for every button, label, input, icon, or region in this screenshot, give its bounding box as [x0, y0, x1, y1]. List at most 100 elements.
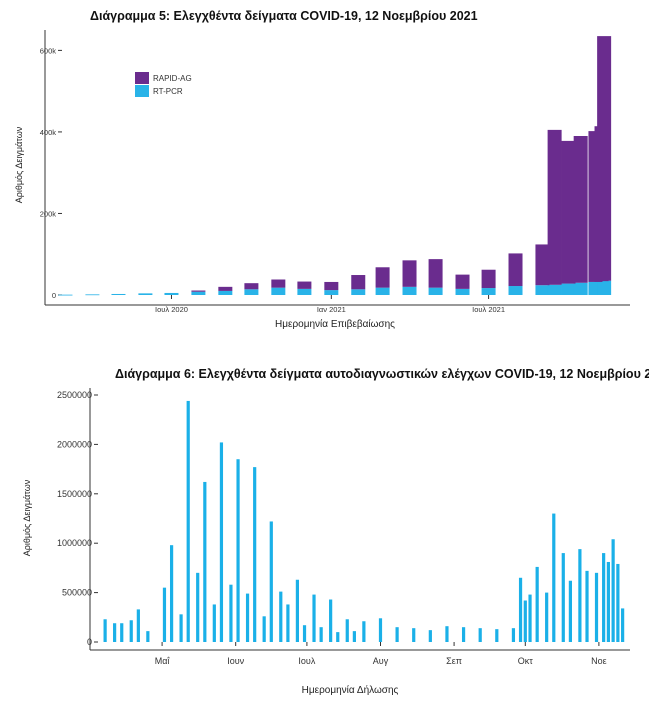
bar — [552, 513, 556, 642]
bar — [253, 467, 257, 642]
bar — [279, 591, 283, 642]
chart-5-legend: RAPID-AG RT-PCR — [135, 72, 192, 97]
bar — [573, 282, 588, 295]
x-tick-label: Μαΐ — [155, 656, 171, 666]
bar — [378, 618, 383, 642]
x-tick-label: Σεπ — [446, 656, 462, 666]
bar — [508, 286, 523, 295]
bar — [375, 267, 390, 288]
bar — [295, 579, 300, 642]
bar — [164, 292, 179, 295]
bar — [244, 289, 259, 295]
bar — [594, 572, 599, 642]
bar — [186, 400, 190, 642]
y-tick-label: 600k — [40, 46, 57, 55]
bar — [621, 608, 625, 642]
bar — [375, 287, 390, 295]
bar — [245, 593, 250, 642]
x-tick-label: Ιουν — [227, 656, 244, 666]
bar — [345, 619, 349, 642]
bar — [428, 287, 443, 295]
bar — [244, 283, 259, 290]
bar — [511, 628, 516, 642]
bar — [461, 627, 466, 642]
bar — [395, 627, 399, 642]
bar — [324, 290, 339, 295]
chart-6-x-axis: Μαΐ Ιουν Ιουλ Αυγ Σεπ Οκτ Νοε — [90, 642, 630, 666]
bar — [455, 288, 470, 295]
y-tick-label: 2000000 — [57, 439, 92, 449]
bar — [191, 291, 206, 295]
bar — [611, 539, 615, 642]
chart-5-plot-area — [58, 36, 612, 296]
y-tick-label: 1500000 — [57, 489, 92, 499]
bar — [351, 275, 366, 290]
chart-5-y-label: Αριθμός Δειγμάτων — [14, 126, 24, 203]
bar — [203, 481, 207, 642]
bar — [478, 628, 482, 642]
chart-5: Διάγραμμα 5: Ελεγχθέντα δείγματα COVID-1… — [14, 9, 630, 330]
bar — [606, 561, 610, 642]
series-rapid-ag — [191, 36, 612, 292]
chart-6-title: Διάγραμμα 6: Ελεγχθέντα δείγματα αυτοδια… — [115, 367, 649, 381]
bar — [561, 140, 576, 284]
chart-5-x-axis: Ιουλ 2020 Ιαν 2021 Ιουλ 2021 — [45, 295, 630, 314]
bar — [568, 580, 573, 642]
x-tick-label: Ιαν 2021 — [317, 305, 346, 314]
y-tick-label: 400k — [40, 128, 57, 137]
bar — [103, 619, 107, 642]
chart-5-y-axis: 0 200k 400k 600k — [40, 30, 62, 305]
bar — [271, 279, 286, 288]
chart-6-plot-area — [103, 400, 625, 642]
x-tick-label: Ιουλ — [298, 656, 315, 666]
x-tick-label: Αυγ — [373, 656, 389, 666]
legend-swatch-rt-pcr — [135, 85, 149, 97]
bar — [445, 626, 449, 642]
bar — [547, 129, 562, 285]
chart-6: Διάγραμμα 6: Ελεγχθέντα δείγματα αυτοδια… — [22, 367, 649, 696]
x-tick-label: Οκτ — [518, 656, 534, 666]
bar — [58, 294, 73, 296]
bar — [428, 630, 432, 642]
chart-5-x-label: Ημερομηνία Επιβεβαίωσης — [275, 318, 395, 330]
bar — [236, 459, 240, 642]
bar — [302, 625, 307, 642]
bar — [616, 563, 620, 642]
bar — [523, 600, 527, 642]
bar — [212, 604, 216, 642]
chart-6-x-label: Ημερομηνία Δήλωσης — [302, 684, 399, 696]
bar — [528, 594, 532, 642]
bar — [352, 631, 356, 642]
bar — [229, 584, 233, 642]
bar — [169, 545, 174, 642]
bar — [111, 293, 126, 295]
bar — [561, 553, 565, 642]
bar — [113, 623, 117, 642]
bar — [129, 620, 133, 642]
bar — [269, 521, 273, 642]
bar — [561, 283, 576, 295]
bar — [428, 259, 443, 288]
bar — [602, 553, 606, 642]
legend-label-rapid-ag: RAPID-AG — [153, 74, 192, 83]
y-tick-label: 0 — [87, 637, 92, 647]
bar — [535, 244, 550, 286]
bar — [508, 253, 523, 287]
bar — [312, 594, 316, 642]
bar — [402, 286, 417, 295]
bar — [547, 284, 562, 295]
bar — [85, 294, 100, 296]
bar — [336, 632, 340, 642]
bar — [597, 280, 612, 295]
bar — [218, 290, 233, 295]
bar — [297, 281, 312, 289]
y-tick-label: 200k — [40, 209, 57, 218]
chart-6-y-label: Αριθμός Δειγμάτων — [22, 479, 32, 556]
legend-label-rt-pcr: RT-PCR — [153, 87, 183, 96]
bar — [351, 289, 366, 295]
series-rt-pcr — [58, 280, 612, 296]
chart-6-y-axis: 0 500000 1000000 1500000 2000000 2500000 — [57, 388, 98, 650]
bar — [297, 288, 312, 295]
bar — [495, 629, 499, 642]
